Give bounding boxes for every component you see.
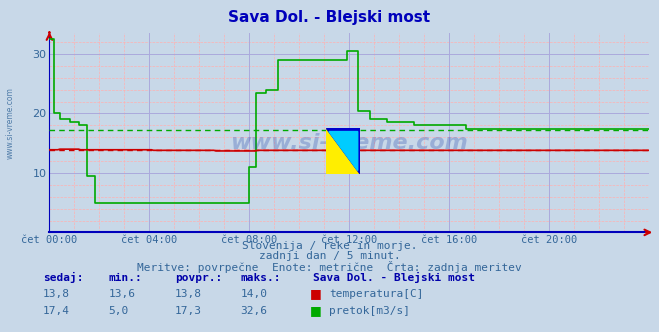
Text: pretok[m3/s]: pretok[m3/s] xyxy=(330,306,411,316)
Text: www.si-vreme.com: www.si-vreme.com xyxy=(231,133,468,153)
Text: 32,6: 32,6 xyxy=(241,306,268,316)
Text: 13,6: 13,6 xyxy=(109,289,136,299)
Text: 5,0: 5,0 xyxy=(109,306,129,316)
Text: ■: ■ xyxy=(310,304,322,317)
Text: 13,8: 13,8 xyxy=(175,289,202,299)
Text: zadnji dan / 5 minut.: zadnji dan / 5 minut. xyxy=(258,251,401,261)
Text: www.si-vreme.com: www.si-vreme.com xyxy=(5,87,14,159)
Text: ■: ■ xyxy=(310,287,322,300)
Text: Meritve: povrpečne  Enote: metrične  Črta: zadnja meritev: Meritve: povrpečne Enote: metrične Črta:… xyxy=(137,261,522,273)
Polygon shape xyxy=(329,131,358,171)
Text: 13,8: 13,8 xyxy=(43,289,70,299)
Text: temperatura[C]: temperatura[C] xyxy=(330,289,424,299)
Text: 14,0: 14,0 xyxy=(241,289,268,299)
Text: Slovenija / reke in morje.: Slovenija / reke in morje. xyxy=(242,241,417,251)
Text: min.:: min.: xyxy=(109,273,142,283)
Text: Sava Dol. - Blejski most: Sava Dol. - Blejski most xyxy=(229,10,430,25)
Text: povpr.:: povpr.: xyxy=(175,273,222,283)
Text: maks.:: maks.: xyxy=(241,273,281,283)
Text: sedaj:: sedaj: xyxy=(43,272,83,283)
Text: Sava Dol. - Blejski most: Sava Dol. - Blejski most xyxy=(313,272,475,283)
Text: 17,3: 17,3 xyxy=(175,306,202,316)
Polygon shape xyxy=(326,128,360,174)
Polygon shape xyxy=(326,128,360,174)
Text: 17,4: 17,4 xyxy=(43,306,70,316)
